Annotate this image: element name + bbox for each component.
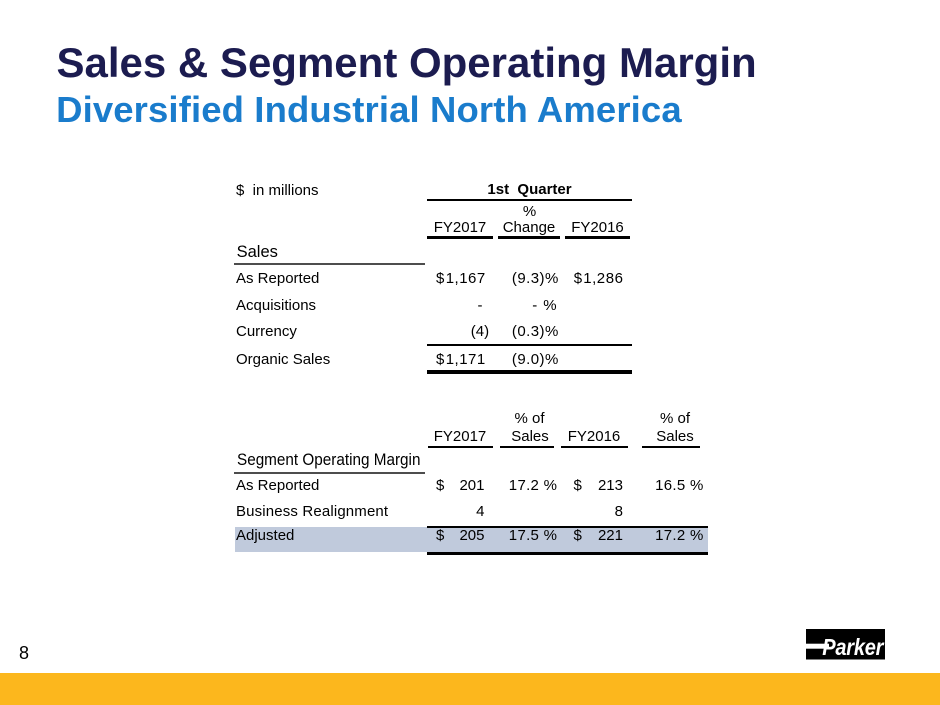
svg-text:Parker: Parker <box>822 634 885 659</box>
